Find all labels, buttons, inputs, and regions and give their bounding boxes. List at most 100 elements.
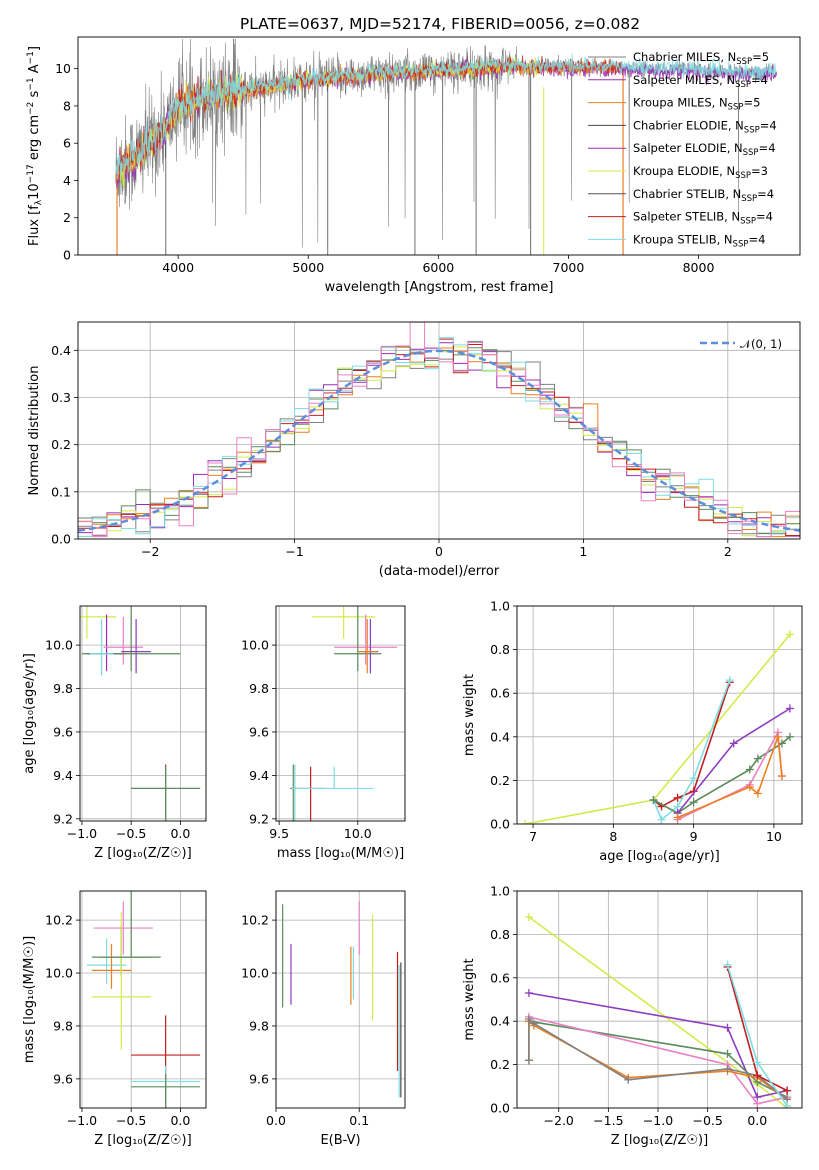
weight-line-kroupa_elodie — [524, 633, 791, 824]
legend-label-part: Chabrier ELODIE, N — [633, 118, 744, 132]
y-tick-label: 10 — [55, 61, 71, 76]
y-axis-label-part: −17 — [26, 164, 36, 183]
y-axis-label-part: 10 — [27, 183, 42, 200]
plot-area-age_vs_mass — [290, 606, 398, 821]
y-axis-label-part: −1 — [26, 51, 36, 64]
y-axis-label-part: −1 — [26, 77, 36, 90]
legend-label-part: Salpeter MILES, N — [633, 73, 735, 87]
y-tick-label: 1.0 — [490, 599, 510, 614]
y-axis-label-part: Flux [f — [27, 205, 42, 246]
y-tick-label: 4 — [63, 173, 71, 188]
y-tick-label: 0.0 — [490, 817, 510, 832]
legend-label-sub: SSP — [735, 80, 751, 90]
y-tick-label: 10.0 — [45, 638, 73, 653]
x-tick-label: 0.0 — [747, 1113, 767, 1128]
x-tick-label: −2 — [141, 544, 159, 559]
y-tick-label: 0.2 — [490, 773, 510, 788]
x-tick-label: 0.0 — [170, 826, 190, 841]
x-tick-label: 0.0 — [266, 1113, 286, 1128]
legend-label-part: Salpeter ELODIE, N — [633, 141, 743, 155]
y-tick-label: 0.6 — [490, 686, 510, 701]
histogram-pink — [78, 322, 800, 538]
axes-weight_vs_age: 7 8 9 10 0.0 0.2 0.4 0.6 0.8 1.0 age [log₁₀(age/yr… — [462, 599, 803, 864]
series-model-kroupa_stelib — [115, 53, 777, 179]
legend-label: Kroupa STELIB, NSSP=4 — [633, 232, 765, 249]
y-axis-label-part: λ — [34, 199, 44, 205]
y-axis-label: mass [log₁₀(M/M☉)] — [22, 936, 37, 1063]
y-tick-label: 6 — [63, 136, 71, 151]
plot-area-spectrum — [115, 38, 778, 255]
x-tick-label: 10 — [766, 829, 782, 844]
y-tick-label: 9.4 — [249, 768, 269, 783]
y-tick-label: 0.2 — [51, 437, 71, 452]
legend-label-part: Salpeter STELIB, N — [633, 210, 740, 224]
x-tick-label: 8 — [609, 829, 617, 844]
axes-frame — [79, 605, 207, 822]
legend-label: Salpeter ELODIE, NSSP=4 — [633, 141, 776, 158]
x-axis-label: Z [log₁₀(Z/Z☉)] — [94, 846, 191, 861]
x-tick-label: 10.0 — [344, 826, 372, 841]
x-tick-label: −1 — [285, 544, 303, 559]
y-tick-label: 0.8 — [490, 642, 510, 657]
x-tick-label: −2.0 — [544, 1113, 574, 1128]
y-tick-label: 0.3 — [51, 390, 71, 405]
legend-label: Kroupa MILES, NSSP=5 — [633, 96, 760, 113]
plot-area-mass_vs_Z — [86, 891, 201, 1108]
y-tick-label: 9.6 — [53, 1071, 73, 1086]
x-tick-label: −0.5 — [692, 1113, 722, 1128]
series-model-salpeter_stelib — [115, 55, 621, 179]
legend-label-part: =4 — [757, 187, 774, 201]
x-tick-label: 0 — [435, 544, 443, 559]
x-tick-label: 7000 — [553, 260, 585, 275]
histogram-kroupa_stelib — [78, 337, 800, 538]
legend-label-sub: SSP — [735, 171, 751, 181]
y-tick-label: 0.8 — [490, 927, 510, 942]
legend-label-sub: SSP — [741, 194, 757, 204]
plot-area-mass_vs_ebv — [282, 901, 402, 1098]
legend-label-sub: SSP — [733, 239, 749, 249]
y-tick-label: 9.8 — [249, 1018, 269, 1033]
figure-title: PLATE=0637, MJD=52174, FIBERID=0056, z=0… — [240, 15, 640, 33]
y-axis-label: mass weight — [462, 958, 477, 1040]
y-tick-label: 0.0 — [51, 532, 71, 547]
y-tick-label: 9.6 — [53, 724, 73, 739]
y-axis-label: Flux [fλ10−17 erg cm−2 s−1 A−1] — [26, 46, 44, 246]
legend-label-part: Chabrier MILES, N — [633, 50, 736, 64]
x-tick-label: 7 — [529, 829, 537, 844]
axes-frame — [516, 605, 803, 825]
axes-mass_vs_Z: −1.0 −0.5 0.0 9.6 9.8 10.0 10.2 Z [log₁₀(Z/Z☉)]… — [22, 890, 207, 1148]
y-tick-label: 10.2 — [241, 913, 269, 928]
legend-label-part: =4 — [759, 141, 776, 155]
y-tick-label: 0.0 — [490, 1101, 510, 1116]
y-axis-label: age [log₁₀(age/yr)] — [22, 653, 37, 774]
y-tick-label: 10.0 — [241, 966, 269, 981]
legend-label-part: =4 — [748, 232, 765, 246]
axes-frame — [77, 321, 801, 540]
legend-label: Chabrier MILES, NSSP=5 — [633, 50, 769, 67]
series-model-kroupa_miles — [115, 57, 621, 184]
x-tick-label: −1.0 — [67, 826, 97, 841]
plot-area-residuals — [78, 322, 800, 538]
y-tick-label: 0.4 — [490, 1014, 510, 1029]
axes-spectrum: 4000 5000 6000 7000 8000 0 2 4 6 8 10 wavelength [A… — [26, 36, 801, 295]
legend-label-part: =4 — [760, 118, 777, 132]
legend-label: Chabrier ELODIE, NSSP=4 — [633, 118, 777, 135]
axes-age_vs_Z: −1.0 −0.5 0.0 9.2 9.4 9.6 9.8 10.0 Z [log₁₀(Z/Z☉… — [22, 605, 207, 861]
y-tick-label: 0.4 — [51, 343, 71, 358]
legend-label-part: =4 — [751, 73, 768, 87]
x-tick-label: −0.5 — [116, 1113, 146, 1128]
y-axis-label-part: −2 — [26, 102, 36, 115]
x-tick-label: −1.0 — [67, 1113, 97, 1128]
axes-frame — [77, 36, 801, 256]
y-tick-label: 9.2 — [249, 811, 269, 826]
y-axis-label-part: A — [27, 64, 42, 77]
axes-mass_vs_ebv: 0.0 0.1 9.6 9.8 10.0 10.2 E(B-V) — [241, 890, 406, 1148]
y-tick-label: 0.1 — [51, 484, 71, 499]
axes-frame — [79, 890, 207, 1109]
x-tick-label: 1 — [579, 544, 587, 559]
legend-label: Kroupa ELODIE, NSSP=3 — [633, 164, 768, 181]
y-tick-label: 9.8 — [53, 1018, 73, 1033]
x-axis-label: Z [log₁₀(Z/Z☉)] — [611, 1133, 708, 1148]
y-tick-label: 8 — [63, 98, 71, 113]
